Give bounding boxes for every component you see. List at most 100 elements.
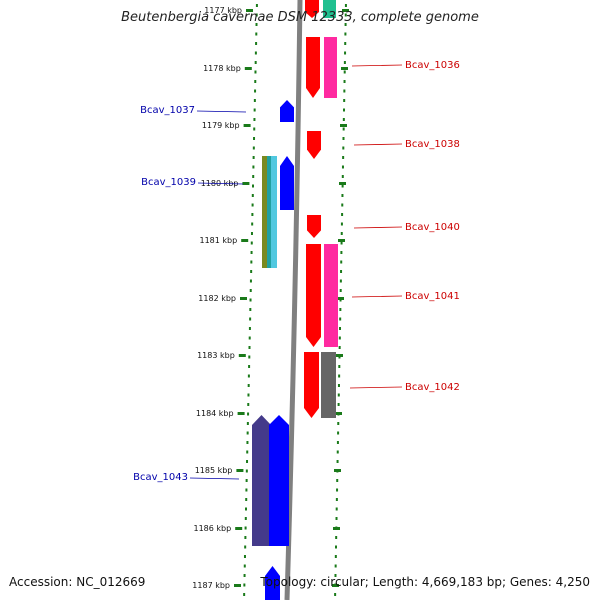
ruler-tick-reverse: [335, 412, 342, 415]
reverse-track-dot: [338, 365, 341, 368]
reverse-track-dot: [341, 213, 344, 216]
ruler-tick: [246, 9, 253, 12]
forward-track-dot: [254, 70, 257, 74]
forward-track-dot: [246, 450, 249, 454]
gene-label-leader: [353, 226, 403, 229]
forward-track-dot: [254, 51, 257, 55]
forward-track-dot: [247, 403, 250, 406]
forward-track-dot: [253, 137, 256, 140]
gene-label-leader: [353, 143, 403, 146]
forward-track-dot: [248, 365, 251, 368]
forward-track-dot: [250, 251, 253, 254]
reverse-track-dot: [341, 165, 344, 169]
gene-label: Bcav_1038: [405, 139, 460, 150]
gene-reverse-feature: [323, 0, 336, 18]
gene-forward: [269, 415, 289, 546]
forward-track-dot: [249, 308, 252, 311]
reverse-track-dot: [336, 460, 339, 463]
gene-label: Bcav_1043: [133, 472, 188, 483]
forward-track-dot: [251, 194, 254, 197]
ruler-tick: [236, 469, 244, 472]
forward-track-dot: [244, 536, 247, 539]
gene-forward: [280, 156, 294, 210]
forward-track-dot: [250, 232, 253, 235]
gene-forward-feature: [267, 156, 272, 268]
forward-track-dot: [252, 184, 255, 188]
forward-track-dot: [244, 526, 247, 530]
ruler-tick: [244, 67, 252, 70]
forward-track-dot: [245, 469, 248, 473]
gene-label-leader: [351, 295, 403, 298]
gene-forward-spacer: [262, 180, 277, 210]
reverse-track-dot: [340, 270, 343, 273]
gene-forward: [265, 566, 280, 600]
forward-track-dot: [249, 298, 252, 302]
forward-track-dot: [254, 80, 257, 83]
ruler-tick-reverse: [337, 297, 344, 300]
forward-track-dot: [255, 23, 258, 26]
reverse-track-dot: [339, 308, 342, 311]
forward-track-dot: [250, 241, 253, 245]
reverse-track-dot: [341, 194, 344, 197]
forward-track-dot: [247, 384, 250, 387]
reverse-track-dot: [342, 127, 345, 131]
ruler-label: 1186 kbp: [193, 524, 231, 533]
forward-track-dot: [248, 336, 251, 340]
gene-label: Bcav_1040: [405, 222, 460, 233]
forward-track-dot: [246, 441, 249, 444]
forward-track-dot: [250, 260, 253, 264]
forward-track-dot: [252, 165, 255, 169]
gene-forward: [280, 100, 294, 122]
gene-forward-feature: [271, 156, 277, 268]
forward-track-dot: [246, 431, 249, 435]
gene-forward-feature: [262, 156, 267, 268]
ruler-label: 1179 kbp: [202, 121, 240, 130]
reverse-track-dot: [338, 336, 341, 340]
gene-label-leader: [197, 182, 244, 185]
reverse-track-dot: [343, 70, 346, 74]
reverse-track-dot: [337, 431, 340, 435]
reverse-track-dot: [340, 260, 343, 264]
reverse-track-dot: [344, 42, 347, 45]
reverse-track-dot: [336, 488, 339, 492]
forward-track-dot: [248, 346, 251, 349]
forward-track-dot: [243, 583, 246, 587]
reverse-track-dot: [343, 80, 346, 83]
forward-track-dot: [243, 564, 246, 568]
forward-track-dot: [245, 488, 248, 492]
forward-track-dot: [255, 32, 258, 36]
reverse-track-dot: [338, 374, 341, 378]
forward-track-dot: [247, 412, 250, 416]
gene-reverse: [305, 0, 319, 18]
ruler-tick: [241, 239, 249, 242]
reverse-track-dot: [340, 222, 343, 226]
ruler-label: 1177 kbp: [204, 6, 242, 15]
ruler-tick: [237, 412, 245, 415]
forward-track-dot: [249, 279, 252, 283]
forward-track-dot: [243, 593, 246, 596]
gene-label-leader: [189, 477, 240, 480]
forward-track-dot: [249, 289, 252, 292]
reverse-track-dot: [343, 99, 346, 102]
reverse-track-dot: [334, 564, 337, 568]
reverse-track-dot: [340, 241, 343, 245]
forward-track-dot: [243, 574, 246, 577]
reverse-track-dot: [341, 175, 344, 178]
ruler-label: 1181 kbp: [199, 236, 237, 245]
reverse-track-dot: [335, 507, 338, 511]
ruler-tick-reverse: [334, 469, 341, 472]
reverse-track-dot: [343, 89, 346, 93]
forward-track-dot: [255, 13, 258, 17]
forward-track-dot: [244, 517, 247, 520]
ruler-tick: [240, 297, 247, 300]
topology-summary: Topology: circular; Length: 4,669,183 bp…: [260, 575, 590, 589]
ruler-tick: [243, 124, 251, 127]
ruler-label: 1184 kbp: [196, 409, 234, 418]
forward-track-dot: [251, 213, 254, 216]
forward-track-dot: [245, 479, 248, 482]
forward-track-dot: [247, 393, 250, 397]
forward-track-dot: [254, 61, 257, 64]
gene-label-leader: [351, 64, 403, 67]
forward-track-dot: [250, 270, 253, 273]
